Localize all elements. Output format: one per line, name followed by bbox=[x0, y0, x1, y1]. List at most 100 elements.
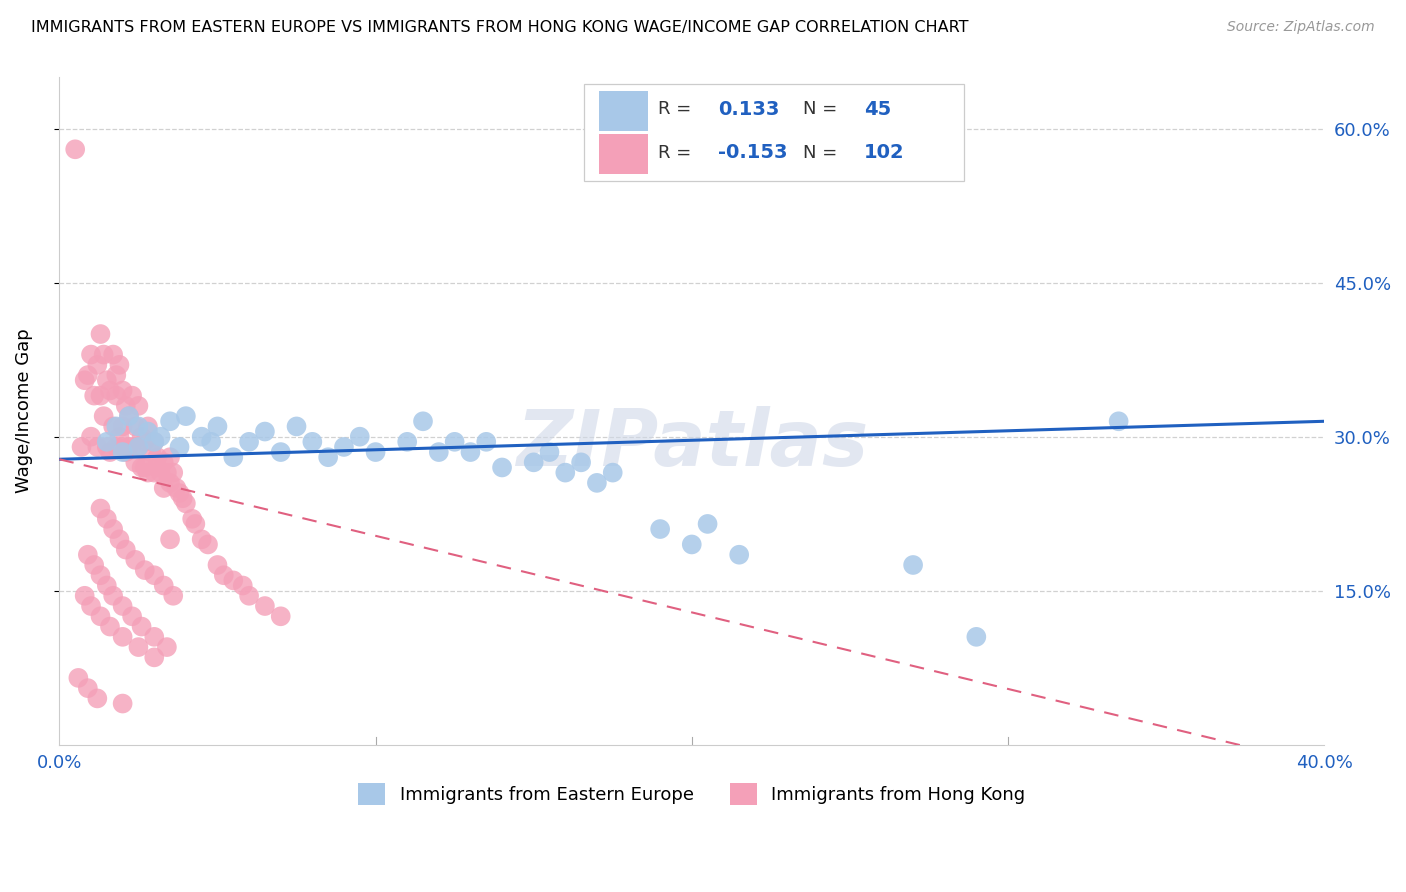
Point bbox=[121, 440, 143, 454]
Point bbox=[301, 434, 323, 449]
Point bbox=[93, 409, 115, 424]
Point bbox=[83, 558, 105, 572]
Point bbox=[460, 445, 482, 459]
Point bbox=[86, 358, 108, 372]
Point bbox=[105, 368, 128, 383]
Text: Source: ZipAtlas.com: Source: ZipAtlas.com bbox=[1227, 20, 1375, 34]
Point bbox=[111, 697, 134, 711]
Point bbox=[96, 373, 118, 387]
Point bbox=[162, 589, 184, 603]
Point bbox=[169, 440, 191, 454]
Point bbox=[190, 430, 212, 444]
Point bbox=[538, 445, 561, 459]
Point bbox=[124, 455, 146, 469]
Point bbox=[427, 445, 450, 459]
Point bbox=[285, 419, 308, 434]
FancyBboxPatch shape bbox=[599, 134, 648, 174]
Point bbox=[131, 619, 153, 633]
Point bbox=[70, 440, 93, 454]
Point bbox=[121, 389, 143, 403]
Point bbox=[184, 516, 207, 531]
Point bbox=[238, 434, 260, 449]
Point bbox=[111, 445, 134, 459]
Point bbox=[98, 619, 121, 633]
Point bbox=[586, 475, 609, 490]
Point bbox=[965, 630, 987, 644]
Point bbox=[73, 373, 96, 387]
Point bbox=[105, 389, 128, 403]
Point bbox=[143, 630, 166, 644]
Point bbox=[728, 548, 751, 562]
Point bbox=[105, 419, 128, 434]
Text: 102: 102 bbox=[863, 144, 904, 162]
Point bbox=[89, 568, 111, 582]
Text: N =: N = bbox=[803, 144, 844, 161]
Point bbox=[901, 558, 924, 572]
Point bbox=[349, 430, 371, 444]
Point bbox=[73, 589, 96, 603]
Point bbox=[602, 466, 624, 480]
Point bbox=[111, 419, 134, 434]
Point bbox=[333, 440, 356, 454]
Point bbox=[146, 460, 169, 475]
Point bbox=[114, 445, 136, 459]
Point bbox=[190, 533, 212, 547]
Point bbox=[1108, 414, 1130, 428]
Point bbox=[105, 440, 128, 454]
Point bbox=[159, 450, 181, 465]
Point bbox=[101, 522, 124, 536]
Point bbox=[76, 548, 98, 562]
Y-axis label: Wage/Income Gap: Wage/Income Gap bbox=[15, 328, 32, 493]
Point bbox=[136, 425, 159, 439]
Point bbox=[127, 440, 149, 454]
Point bbox=[80, 599, 103, 613]
Point bbox=[396, 434, 419, 449]
Point bbox=[569, 455, 592, 469]
Text: ZIPatlas: ZIPatlas bbox=[516, 407, 868, 483]
Point bbox=[127, 399, 149, 413]
Point bbox=[96, 512, 118, 526]
Point bbox=[491, 460, 513, 475]
Point bbox=[118, 409, 141, 424]
Point bbox=[101, 419, 124, 434]
Point bbox=[143, 466, 166, 480]
Point bbox=[83, 389, 105, 403]
Point bbox=[111, 599, 134, 613]
Point bbox=[232, 578, 254, 592]
Point bbox=[523, 455, 546, 469]
Point bbox=[96, 434, 118, 449]
Point bbox=[443, 434, 465, 449]
Point bbox=[207, 558, 229, 572]
Point bbox=[111, 384, 134, 398]
Point bbox=[96, 440, 118, 454]
Point bbox=[162, 466, 184, 480]
Point bbox=[86, 440, 108, 454]
Point bbox=[127, 440, 149, 454]
Point bbox=[134, 460, 156, 475]
Point bbox=[89, 609, 111, 624]
Point bbox=[681, 537, 703, 551]
Point bbox=[207, 419, 229, 434]
Point bbox=[149, 430, 172, 444]
FancyBboxPatch shape bbox=[599, 91, 648, 131]
Point bbox=[152, 578, 174, 592]
Point bbox=[124, 419, 146, 434]
Point bbox=[89, 326, 111, 341]
Legend: Immigrants from Eastern Europe, Immigrants from Hong Kong: Immigrants from Eastern Europe, Immigran… bbox=[352, 776, 1032, 813]
Point bbox=[101, 347, 124, 361]
Text: N =: N = bbox=[803, 101, 844, 119]
Point bbox=[222, 450, 245, 465]
Point bbox=[197, 537, 219, 551]
Point bbox=[111, 630, 134, 644]
Point bbox=[76, 368, 98, 383]
Point bbox=[89, 389, 111, 403]
Point bbox=[412, 414, 434, 428]
Point bbox=[118, 440, 141, 454]
Point bbox=[101, 589, 124, 603]
Point bbox=[86, 691, 108, 706]
Point bbox=[475, 434, 498, 449]
Text: 0.133: 0.133 bbox=[718, 100, 780, 119]
Point bbox=[174, 496, 197, 510]
Point bbox=[253, 599, 276, 613]
Point bbox=[114, 542, 136, 557]
